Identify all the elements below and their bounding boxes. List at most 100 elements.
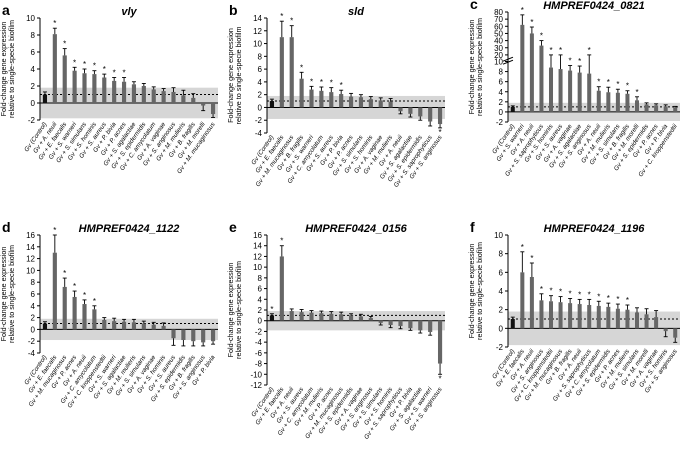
significance-marker: *: [93, 62, 96, 71]
bar: [319, 313, 324, 321]
y-tick-label: 40: [494, 37, 503, 46]
significance-marker: *: [635, 88, 638, 97]
y-tick-label: 2: [31, 82, 36, 91]
y-tick-label: 14: [26, 243, 35, 252]
bar: [539, 300, 544, 329]
bar: [510, 106, 515, 112]
y-tick-label: 70: [494, 15, 503, 24]
bar: [112, 80, 117, 103]
y-tick-label: 4: [258, 295, 263, 304]
significance-marker: *: [270, 305, 273, 314]
bar: [348, 96, 354, 108]
bar: [520, 272, 525, 329]
y-tick-label: -2: [496, 118, 504, 127]
panel-title: vly: [121, 6, 137, 18]
y-tick-label: 10: [494, 58, 503, 67]
bar: [625, 93, 630, 112]
significance-marker: *: [63, 269, 66, 278]
bar: [577, 304, 582, 329]
bar: [348, 315, 354, 321]
y-tick-label: 0: [258, 317, 263, 326]
significance-marker: *: [438, 374, 441, 383]
y-tick-label: 4: [499, 88, 504, 97]
bar: [634, 100, 640, 112]
y-axis-label-line: relative to single-specie biofilm: [7, 245, 16, 343]
significance-marker: *: [607, 78, 610, 87]
significance-marker: *: [540, 32, 543, 41]
y-axis-label-line: relative to single-specie biofilm: [475, 18, 484, 116]
bar: [437, 320, 443, 364]
significance-marker: *: [626, 296, 629, 305]
y-tick-label: -8: [255, 360, 263, 369]
bar: [368, 318, 373, 321]
y-tick-label: 0: [499, 324, 504, 333]
y-axis-label-line: Fold-change gene expression: [226, 28, 235, 123]
bar: [596, 305, 601, 329]
y-tick-label: -10: [250, 370, 262, 379]
y-axis-label: Fold-change gene expressionrelative to s…: [467, 18, 484, 116]
y-tick-label: 4: [31, 302, 36, 311]
bar: [191, 97, 196, 103]
bar: [181, 329, 186, 341]
significance-marker: *: [73, 282, 76, 291]
y-axis-label-line: relative to single-specie biofilm: [234, 261, 243, 359]
bar: [539, 45, 544, 112]
y-tick-label: 0: [31, 99, 36, 108]
y-axis-label-line: Fold-change gene expression: [467, 20, 476, 115]
bar: [388, 101, 393, 108]
y-axis-label-line: relative to single-specie biofilm: [7, 20, 16, 118]
y-tick-label: 50: [494, 29, 503, 38]
panel-a: -2 0 2 4 6 8 10 a vly Fold-change gene expression…: [0, 2, 218, 175]
bar: [339, 314, 344, 321]
y-tick-label: 14: [253, 14, 262, 23]
significance-marker: *: [290, 17, 293, 26]
y-axis-label: Fold-change gene expressionrelative to s…: [226, 27, 243, 125]
bar: [171, 329, 176, 339]
y-tick-label: 16: [253, 231, 262, 240]
significance-marker: *: [549, 46, 552, 55]
bar: [289, 37, 294, 108]
y-tick-label: -2: [255, 327, 263, 336]
y-tick-label: 2: [258, 306, 263, 315]
bar: [358, 97, 364, 108]
y-tick-label: 10: [26, 266, 35, 275]
bar: [615, 92, 620, 112]
bar: [131, 84, 137, 103]
y-axis-label: Fold-change gene expressionrelative to s…: [226, 261, 243, 359]
significance-marker: *: [521, 243, 524, 252]
y-tick-label: -2: [28, 116, 36, 125]
y-tick-label: 16: [26, 231, 35, 240]
y-tick-label: 8: [499, 68, 504, 77]
significance-marker: *: [549, 287, 552, 296]
y-tick-label: 6: [31, 48, 36, 57]
bar: [279, 37, 284, 108]
y-tick-label: 6: [258, 285, 263, 294]
y-axis-label-line: Fold-change gene expression: [467, 244, 476, 339]
y-tick-label: 6: [258, 65, 263, 74]
bar: [577, 72, 582, 112]
y-axis-label-line: Fold-change gene expression: [0, 247, 8, 342]
panel-b: -4 -2 0 2 4 6 8 10 12 14 b sld Fold-change gene expr…: [226, 2, 445, 189]
y-tick-label: 60: [494, 22, 503, 31]
y-tick-label: -4: [255, 338, 263, 347]
bar: [191, 329, 196, 342]
y-tick-label: 12: [253, 252, 262, 261]
significance-marker: *: [597, 78, 600, 87]
y-tick-label: 10: [26, 14, 35, 23]
bar: [625, 309, 630, 329]
axis-break-mark: [502, 56, 514, 62]
bar: [339, 94, 344, 108]
bar: [181, 95, 186, 103]
significance-marker: *: [320, 78, 323, 87]
bar: [299, 78, 304, 108]
bar: [654, 105, 659, 112]
bar: [82, 73, 87, 103]
y-tick-label: 80: [494, 8, 503, 17]
y-tick-label: 10: [494, 231, 503, 240]
significance-marker: *: [53, 19, 56, 28]
panel-title: HMPREF0424_0821: [543, 0, 645, 12]
bar: [388, 320, 393, 325]
panel-title: sld: [348, 6, 364, 18]
